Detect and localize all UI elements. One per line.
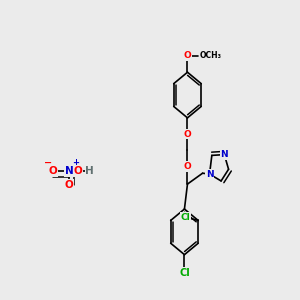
Text: −: − — [44, 158, 52, 167]
Text: OCH₃: OCH₃ — [199, 52, 221, 61]
Text: O: O — [74, 166, 82, 176]
Text: O: O — [48, 166, 57, 176]
Text: +: + — [72, 158, 79, 167]
Text: N: N — [206, 169, 213, 178]
Text: Cl: Cl — [181, 213, 190, 222]
Text: O: O — [184, 130, 191, 139]
Text: O: O — [64, 180, 73, 190]
Text: H: H — [85, 166, 94, 176]
Text: Cl: Cl — [179, 268, 190, 278]
Text: N: N — [64, 166, 73, 176]
Text: O: O — [184, 162, 191, 171]
Text: N: N — [220, 150, 228, 159]
Text: O: O — [184, 52, 191, 61]
